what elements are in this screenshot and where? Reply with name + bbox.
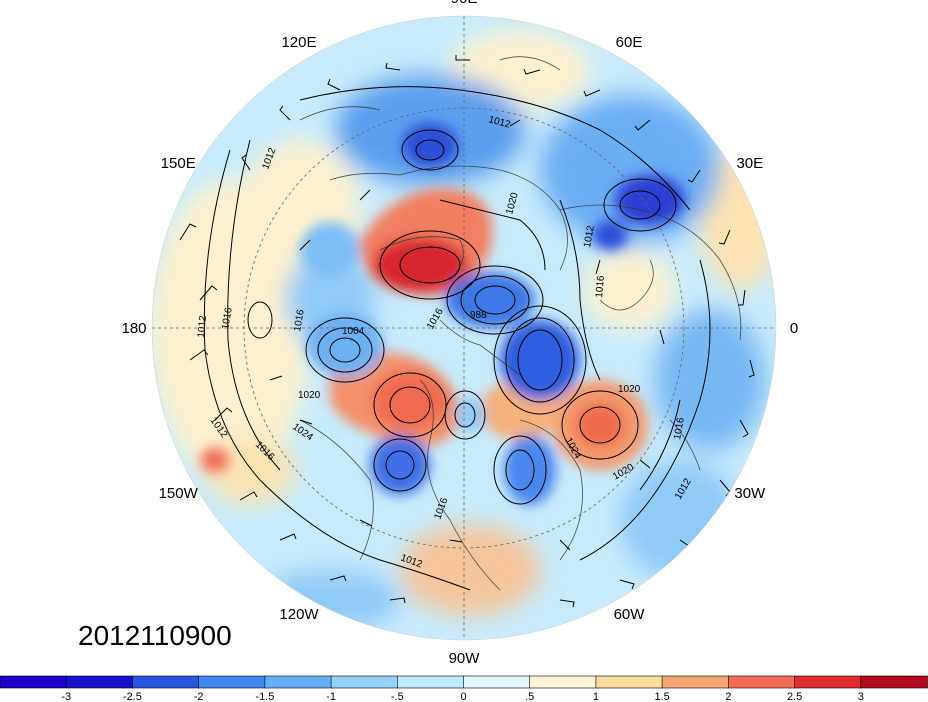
colorbar-box <box>794 675 862 689</box>
colorbar-box <box>132 675 200 689</box>
colorbar-label: 2 <box>725 691 731 702</box>
field-cores <box>201 123 685 505</box>
contour-label-group: 1012 1020 1012 1016 1012 988 1016 1004 1… <box>196 114 694 570</box>
longitude-label: 0 <box>790 320 798 337</box>
colorbar-box <box>264 675 332 689</box>
colorbar-box <box>728 675 796 689</box>
colorbar-box <box>330 675 399 689</box>
colorbar-box <box>595 675 663 689</box>
colorbar-box <box>529 675 597 689</box>
longitude-label: 60E <box>616 34 643 51</box>
colorbar-box <box>860 675 928 689</box>
colorbar-label: 3 <box>858 691 864 702</box>
date-stamp: 2012110900 <box>78 620 232 651</box>
colorbar-box <box>198 675 266 689</box>
contour-label: 1020 <box>298 390 321 401</box>
colorbar-box <box>463 675 531 689</box>
colorbar-box <box>396 675 465 689</box>
longitude-label: 120E <box>281 34 316 51</box>
colorbar-label: -1.5 <box>255 691 274 702</box>
colorbar-label: 1.5 <box>654 691 669 702</box>
longitude-label: 120W <box>279 606 319 623</box>
longitude-label: 30W <box>734 485 766 502</box>
colorbar-label: -2.5 <box>123 691 142 702</box>
contour-label: 1016 <box>672 416 687 440</box>
colorbar-box <box>65 675 134 689</box>
wind-barbs <box>179 55 755 608</box>
contour-label: 1012 <box>196 315 209 339</box>
longitude-label: 150E <box>161 155 196 172</box>
colorbar-box <box>0 675 67 689</box>
colorbar-label: -1 <box>326 691 336 702</box>
colorbar-label: -3 <box>61 691 71 702</box>
contour-label: 1012 <box>582 224 597 248</box>
contour-label: 1016 <box>594 275 607 299</box>
contour-label: 1020 <box>618 384 641 395</box>
map-border <box>151 15 777 641</box>
contour-label: 988 <box>470 310 487 321</box>
colorbar-label: -.5 <box>391 691 404 702</box>
longitude-label: 180 <box>121 320 146 337</box>
colorbar-label: -2 <box>194 691 204 702</box>
colorbar-label: 2.5 <box>787 691 802 702</box>
longitude-labels: 90E 60E 30E 0 30W 60W 90W 120W 150W 180 150E 120E <box>121 0 798 667</box>
colorbar-box <box>661 675 730 689</box>
longitude-label: 90E <box>451 0 478 7</box>
longitude-label: 60W <box>614 606 646 623</box>
colorbar-label: 0 <box>460 691 466 702</box>
colorbar-label: .5 <box>525 691 534 702</box>
longitude-label: 150W <box>159 485 199 502</box>
colorbar: -3 -2.5 -2 -1.5 -1 -.5 0 .5 1 1.5 2 2.5 3 <box>0 675 928 702</box>
longitude-label: 30E <box>736 155 763 172</box>
graticule <box>152 16 776 640</box>
contour-label: 1016 <box>292 308 307 332</box>
contour-label: 1016 <box>220 306 235 330</box>
longitude-label: 90W <box>449 650 481 667</box>
colorbar-label: 1 <box>593 691 599 702</box>
contour-label: 1004 <box>342 326 365 337</box>
